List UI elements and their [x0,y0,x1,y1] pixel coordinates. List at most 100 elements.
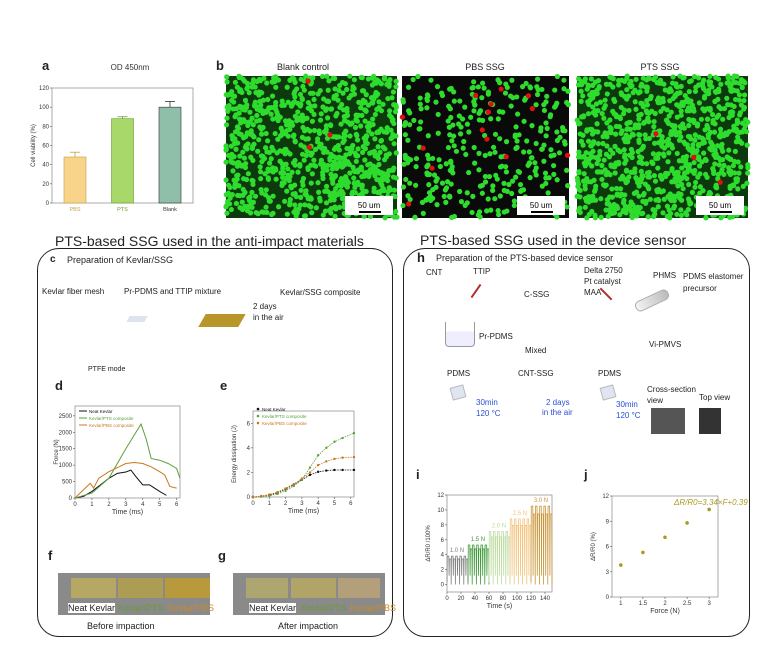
cell-dot [334,155,340,161]
cell-dot [709,111,716,118]
cell-dot [224,210,230,216]
cell-dot [738,164,744,170]
left-section-title: PTS-based SSG used in the anti-impact ma… [55,233,364,249]
cell-dot [476,117,482,123]
e-y-tick-label: 6 [247,421,251,427]
cell-dot [726,147,732,153]
cell-dot [328,106,335,112]
cell-dot [298,187,304,193]
cell-dot [470,193,476,199]
i-y-tick-label: 10 [437,508,444,514]
cell-dot [263,204,269,210]
cell-dot [239,89,245,96]
cell-dot [651,213,657,219]
cell-dot [691,73,698,80]
cell-dot [577,120,583,127]
cell-dot [690,142,696,148]
cell-dot [303,136,309,142]
e-y-tick-label: 2 [247,470,251,476]
cell-dot [583,150,589,156]
cell-dot [638,100,644,106]
e-series-line [252,432,355,498]
cell-dot [716,162,722,168]
cell-dot [354,137,361,143]
cell-dot [367,213,374,219]
sensor-box [403,248,750,637]
cell-dot [705,116,711,122]
cell-dot [428,77,434,83]
cell-dot [576,169,582,175]
cell-dot [607,117,613,123]
cell-dot [415,73,421,80]
cell-dot [299,151,306,157]
cell-dot [329,152,335,159]
cell-dot [331,95,337,101]
g-pts-label: Kevlar/PTS [301,603,347,613]
cell-dot [730,182,736,188]
cell-dot [706,91,712,97]
cell-dot [233,200,239,207]
cell-dot [665,136,672,142]
c-composite-label: Kevlar/SSG composite [280,288,361,297]
cell-dot [535,87,541,93]
cell-dot [410,76,416,83]
cell-dot [263,187,269,193]
cell-dot [476,150,482,156]
cell-dot [250,122,256,128]
cell-dot [258,102,264,108]
cell-dot [689,189,696,195]
cell-dot [445,144,452,151]
cell-dot [313,163,319,169]
cell-dot [543,180,549,187]
cell-dot [707,129,713,135]
cell-dot [316,130,323,136]
cell-dot [514,138,520,144]
cell-dot [619,91,625,98]
cell-dot [227,184,233,191]
cell-dot [616,82,622,88]
cell-dot [678,112,684,118]
cell-dot [626,174,632,180]
cell-dot [608,126,614,132]
cell-dot [720,148,726,154]
cell-dot [451,89,457,95]
cell-dot [654,189,660,195]
cell-dot [360,88,367,94]
cell-dot [453,148,460,154]
cell-dot [334,165,340,172]
cell-dot [324,73,330,79]
cell-dot [273,74,279,80]
cell-dot [381,129,387,135]
cell-dot [270,193,276,199]
cell-dot [554,73,560,80]
cell-dot [678,212,684,219]
cell-dot [492,131,499,137]
cell-dot [669,80,676,86]
dead-cell-dot [488,101,494,107]
cell-dot [534,76,541,82]
cell-dot [459,116,466,122]
cell-dot [246,90,252,96]
cell-dot [232,184,238,190]
i-x-tick-label: 80 [500,596,507,602]
cell-dot [543,120,549,126]
cell-dot [372,111,379,118]
f-pbs-label: Kevlar/PBS [168,603,215,613]
cell-dot [682,170,688,176]
cell-dot [297,91,304,98]
j-y-tick-label: 3 [606,570,610,576]
cell-dot [355,146,361,152]
cell-dot [279,98,285,104]
cell-dot [524,138,530,144]
i-x-tick-label: 40 [472,596,479,602]
i-y-tick-label: 6 [441,538,445,544]
cell-dot [317,87,323,94]
cell-dot [313,205,319,211]
cell-dot [260,110,266,117]
cell-dot [308,103,314,109]
cell-dot [231,93,238,99]
cell-dot [456,121,462,127]
j-y-tick-label: 6 [606,545,610,551]
cell-dot [463,151,469,158]
cell-dot [504,208,510,214]
